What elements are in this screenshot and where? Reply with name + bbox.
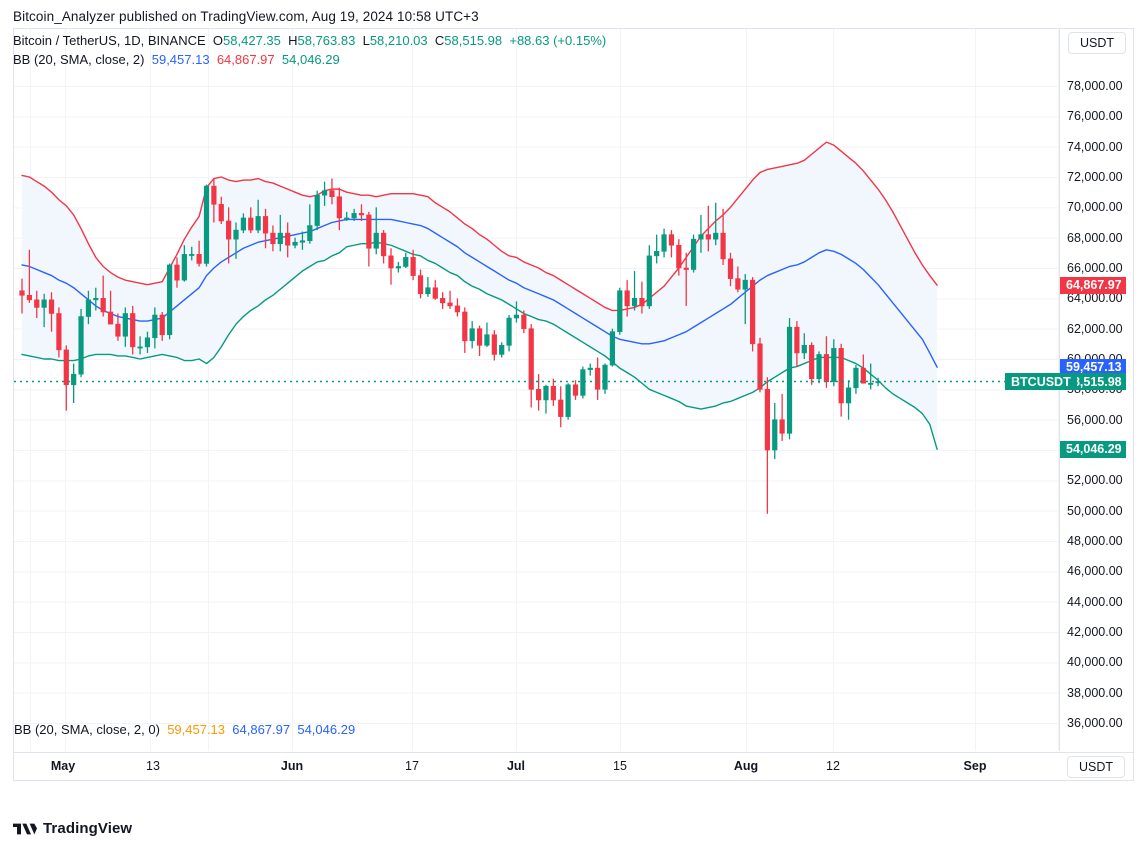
price-tag-bb-lower[interactable]: 54,046.29 <box>1060 440 1126 458</box>
price-tick-label: 40,000.00 <box>1067 655 1123 670</box>
price-tick-label: 42,000.00 <box>1067 625 1123 639</box>
time-tick-label: Jul <box>506 759 526 773</box>
chart-plot-area[interactable] <box>14 29 1059 751</box>
bottom-legend-row[interactable]: BB (20, SMA, close, 2, 0) 59,457.13 64,8… <box>14 722 355 737</box>
time-tick-label: 15 <box>613 759 627 773</box>
time-tick-label: 17 <box>405 759 419 773</box>
time-tick-label: 13 <box>146 759 160 773</box>
time-tick-label: Jun <box>280 759 304 773</box>
bottom-legend-v3: 54,046.29 <box>297 722 356 737</box>
price-tick-label: 72,000.00 <box>1067 170 1123 184</box>
time-axis[interactable] <box>14 752 1133 780</box>
time-tick-label: Sep <box>963 759 987 773</box>
price-tick-label: 66,000.00 <box>1067 261 1123 275</box>
price-tick-label: 76,000.00 <box>1067 109 1123 124</box>
bottom-legend-v2: 64,867.97 <box>232 722 291 737</box>
price-tick-label: 70,000.00 <box>1067 200 1123 215</box>
candlestick-svg <box>14 29 1059 751</box>
price-tick-label: 38,000.00 <box>1067 685 1123 700</box>
price-tick-label: 52,000.00 <box>1067 473 1123 488</box>
price-tick-label: 46,000.00 <box>1067 564 1123 579</box>
price-tag-bb-upper[interactable]: 64,867.97 <box>1060 276 1126 294</box>
price-tag-bb-basis[interactable]: 59,457.13 <box>1060 358 1126 376</box>
chart-frame <box>13 28 1134 781</box>
price-tick-label: 62,000.00 <box>1067 321 1123 336</box>
time-tick-label: 12 <box>826 759 840 773</box>
candles <box>19 178 881 514</box>
price-tick-label: 44,000.00 <box>1067 594 1123 609</box>
price-tick-label: 56,000.00 <box>1067 412 1123 427</box>
price-tick-label: 74,000.00 <box>1067 139 1123 154</box>
publisher-line: Bitcoin_Analyzer published on TradingVie… <box>13 9 479 24</box>
bottom-legend-v1: 59,457.13 <box>167 722 226 737</box>
symbol-price-tag[interactable]: BTCUSDT <box>1005 373 1077 390</box>
price-axis[interactable]: USDT <box>1059 29 1133 751</box>
currency-chip-bottom[interactable]: USDT <box>1067 756 1125 778</box>
tradingview-branding[interactable]: TradingView <box>13 820 132 837</box>
price-tick-label: 36,000.00 <box>1067 716 1123 730</box>
price-tick-label: 78,000.00 <box>1067 79 1123 93</box>
price-tick-label: 48,000.00 <box>1067 534 1123 548</box>
time-tick-label: Aug <box>733 759 759 773</box>
bottom-legend-name: BB (20, SMA, close, 2, 0) <box>14 722 160 737</box>
time-tick-label: May <box>50 759 76 773</box>
currency-chip-top[interactable]: USDT <box>1068 32 1126 54</box>
price-tick-label: 64,000.00 <box>1067 291 1123 306</box>
tradingview-logo-text: TradingView <box>43 820 133 837</box>
price-tick-label: 50,000.00 <box>1067 503 1123 518</box>
tradingview-logo-icon <box>13 823 37 834</box>
price-tick-label: 68,000.00 <box>1067 230 1123 245</box>
